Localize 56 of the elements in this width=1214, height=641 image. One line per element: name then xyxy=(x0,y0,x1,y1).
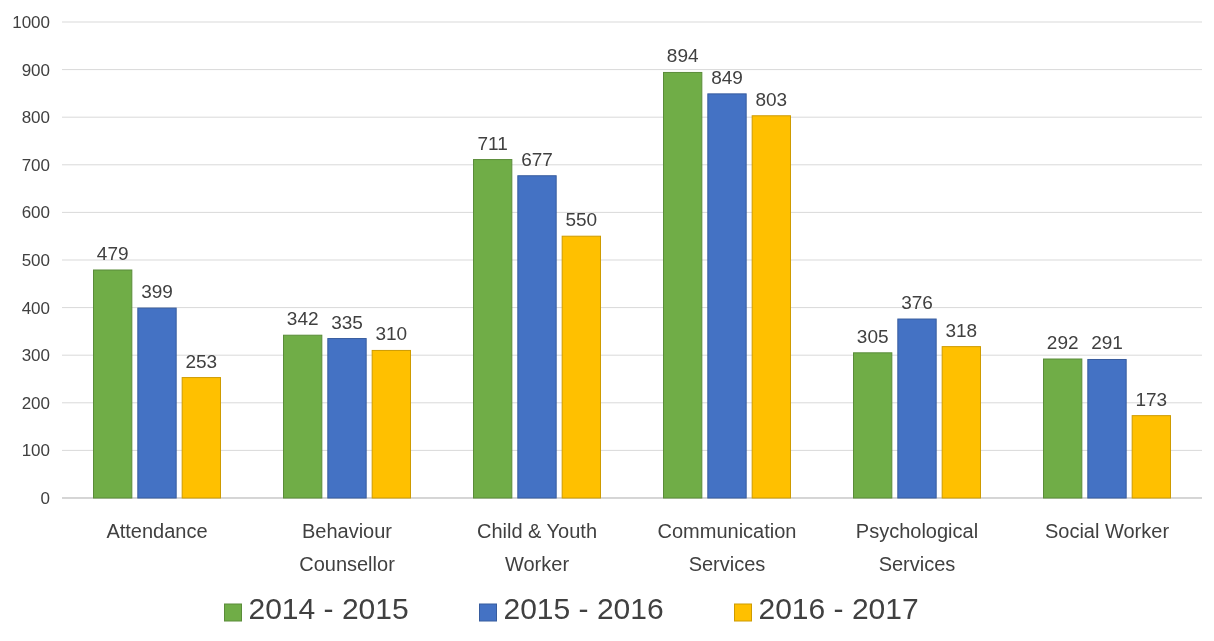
x-tick-label: Communication Services xyxy=(657,520,797,575)
y-tick-label: 600 xyxy=(21,203,50,223)
data-label: 342 xyxy=(286,308,319,330)
y-tick-label: 1000 xyxy=(12,12,50,32)
bar xyxy=(751,115,791,499)
bar xyxy=(473,159,513,499)
data-label: 803 xyxy=(755,88,788,110)
y-tick-label: 100 xyxy=(21,441,50,461)
x-tick-label: Child & Youth Worker xyxy=(476,520,598,575)
data-label: 310 xyxy=(375,323,408,345)
y-tick-label: 400 xyxy=(21,298,50,318)
data-label: 479 xyxy=(96,243,129,264)
data-label: 376 xyxy=(901,292,933,314)
data-label: 550 xyxy=(565,209,598,231)
x-tick-label: Behaviour Counsellor xyxy=(299,520,396,575)
bar xyxy=(663,71,703,499)
bar xyxy=(517,175,557,499)
data-label: 335 xyxy=(331,311,363,333)
y-tick-label: 700 xyxy=(21,155,50,175)
data-label: 305 xyxy=(856,325,889,347)
data-label: 318 xyxy=(945,319,978,341)
bar xyxy=(1043,358,1083,499)
data-label: 292 xyxy=(1046,332,1079,354)
bar xyxy=(283,334,323,499)
data-label: 711 xyxy=(477,132,508,154)
legend-label: 2015 - 2016 xyxy=(503,592,664,625)
bar xyxy=(897,318,937,499)
bar xyxy=(371,349,411,499)
legend-label: 2016 - 2017 xyxy=(758,592,919,625)
bar xyxy=(707,93,747,499)
y-tick-label: 0 xyxy=(40,488,50,508)
legend-label: 2014 - 2015 xyxy=(248,592,409,625)
y-tick-label: 500 xyxy=(21,250,50,270)
bar xyxy=(181,377,221,499)
bar xyxy=(561,235,601,499)
data-label: 894 xyxy=(666,45,699,67)
data-label: 399 xyxy=(141,281,173,303)
data-label: 173 xyxy=(1135,388,1168,410)
y-tick-label: 800 xyxy=(21,108,50,128)
bar xyxy=(93,269,133,499)
y-tick-label: 300 xyxy=(21,346,50,366)
y-tick-label: 900 xyxy=(21,60,50,80)
bar xyxy=(853,352,893,499)
x-tick-label: Psychological Services xyxy=(855,520,979,575)
x-tick-label: Social Worker xyxy=(1044,520,1170,542)
data-label: 291 xyxy=(1091,332,1123,354)
data-label: 849 xyxy=(711,66,743,88)
data-label: 253 xyxy=(185,350,218,372)
y-tick-label: 200 xyxy=(21,393,50,413)
data-label: 677 xyxy=(521,148,553,170)
x-tick-label: Attendance xyxy=(106,520,208,542)
bar xyxy=(327,338,367,499)
bar xyxy=(941,346,981,499)
bar xyxy=(137,307,177,499)
bar xyxy=(1087,358,1127,499)
bar xyxy=(1131,415,1171,499)
